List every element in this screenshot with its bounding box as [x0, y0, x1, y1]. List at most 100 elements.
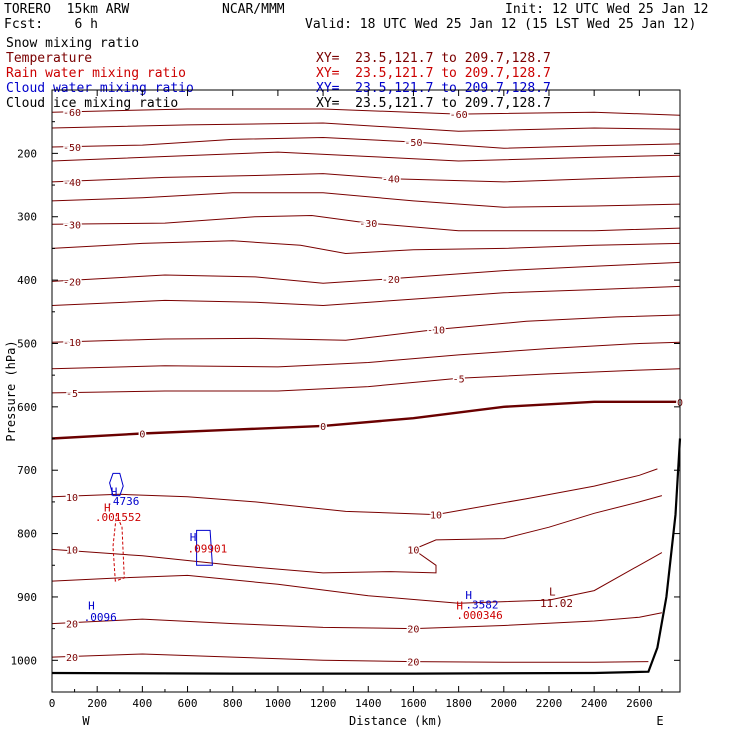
valid-time: Valid: 18 UTC Wed 25 Jan 12 (15 LST Wed … [305, 17, 697, 32]
field-xy: XY= 23.5,121.7 to 209.7,128.7 [316, 66, 551, 81]
isotherm-label: -40 [382, 175, 400, 186]
field-name: Cloud ice mixing ratio [6, 96, 179, 111]
extremum-label: H [111, 486, 118, 499]
extremum-label: .4736 [106, 495, 139, 508]
isotherm-label: -5 [66, 389, 78, 400]
isotherm-line [51, 122, 681, 132]
y-tick-label: 1000 [11, 654, 38, 667]
extremum-label: H [190, 531, 197, 544]
isotherm-line [51, 341, 681, 370]
isotherm-label: -60 [63, 108, 81, 119]
extremum-label: 11.02 [540, 597, 573, 610]
isotherm-label: -20 [382, 275, 400, 286]
zero-isotherm-label: 0 [320, 422, 326, 433]
isotherm-label: 10 [66, 493, 78, 504]
isotherm-label: -60 [450, 110, 468, 121]
isotherm-line [51, 314, 681, 343]
isotherm-label: -20 [63, 277, 81, 288]
isotherm-label: -30 [63, 220, 81, 231]
rain-water-contour [112, 512, 125, 582]
extremum-label: H [465, 589, 472, 602]
plot-frame [51, 89, 681, 693]
x-tick-label: 200 [87, 697, 107, 710]
field-name: Snow mixing ratio [6, 36, 140, 51]
model-title: TORERO 15km ARW [4, 2, 130, 17]
isotherm-line [51, 368, 681, 394]
x-tick-label: 1400 [355, 697, 382, 710]
center-name: NCAR/MMM [222, 2, 285, 17]
y-axis-title: Pressure (hPa) [4, 340, 18, 441]
y-tick-label: 200 [17, 147, 37, 160]
x-tick-label: 1200 [310, 697, 337, 710]
x-tick-label: 1800 [445, 697, 472, 710]
west-label: W [82, 714, 90, 728]
x-tick-label: 2200 [536, 697, 563, 710]
y-tick-label: 800 [17, 528, 37, 541]
isotherm-line [51, 261, 681, 284]
x-tick-label: 800 [223, 697, 243, 710]
isotherm-label: -40 [63, 178, 81, 189]
init-time: Init: 12 UTC Wed 25 Jan 12 [505, 2, 709, 17]
zero-isotherm-label: 0 [139, 429, 145, 440]
field-name: Temperature [6, 51, 93, 66]
extremum-label: L [549, 586, 556, 599]
extremum-label: H [104, 501, 111, 514]
x-tick-label: 1600 [400, 697, 427, 710]
isotherm-line [51, 552, 663, 604]
x-axis-title: Distance (km) [349, 714, 443, 728]
isotherm-line [51, 612, 662, 630]
extremum-label: .000346 [456, 609, 502, 622]
y-tick-label: 700 [17, 464, 37, 477]
x-tick-label: 2600 [626, 697, 653, 710]
isotherm-line [51, 240, 681, 255]
isotherm-label: 10 [66, 545, 78, 556]
isotherm-line [51, 495, 663, 574]
isotherm-label: -5 [453, 374, 465, 385]
isotherm-label: -10 [63, 338, 81, 349]
y-tick-label: 400 [17, 274, 37, 287]
isotherm-label: 20 [407, 625, 419, 636]
isotherm-line [51, 173, 681, 183]
x-tick-label: 2400 [581, 697, 608, 710]
y-tick-label: 600 [17, 401, 37, 414]
field-name: Rain water mixing ratio [6, 66, 187, 81]
field-xy: XY= 23.5,121.7 to 209.7,128.7 [316, 51, 551, 66]
isotherm-label: 20 [407, 658, 419, 669]
field-name: Cloud water mixing ratio [6, 81, 194, 96]
terrain-line [51, 438, 682, 675]
isotherm-line [51, 214, 681, 232]
x-tick-label: 400 [132, 697, 152, 710]
isotherm-line [51, 653, 649, 663]
isotherm-label: 10 [407, 545, 419, 556]
isotherm-label: -30 [359, 219, 377, 230]
extremum-label: H [456, 600, 463, 613]
cloud-water-contour [196, 529, 213, 566]
x-tick-label: 1000 [265, 697, 292, 710]
isotherm-line [51, 151, 681, 162]
isotherm-label: -10 [427, 326, 445, 337]
field-xy: XY= 23.5,121.7 to 209.7,128.7 [316, 96, 551, 111]
extremum-label: .001552 [95, 511, 141, 524]
forecast-hour: Fcst: 6 h [4, 17, 98, 32]
x-tick-label: 600 [178, 697, 198, 710]
isotherm-line [51, 192, 681, 208]
zero-isotherm-line [51, 400, 680, 440]
extremum-label: .3582 [465, 598, 498, 611]
isotherm-label: -50 [63, 143, 81, 154]
x-tick-label: 2000 [491, 697, 518, 710]
field-xy: XY= 23.5,121.7 to 209.7,128.7 [316, 81, 551, 96]
isotherm-line [51, 285, 681, 307]
isotherm-label: 20 [66, 620, 78, 631]
extremum-label: H [88, 600, 95, 613]
cloud-water-contour [109, 472, 124, 497]
isotherm-line [51, 468, 658, 516]
isotherm-line [51, 136, 681, 149]
x-tick-label: 0 [49, 697, 56, 710]
y-tick-label: 300 [17, 211, 37, 224]
isotherm-label: 20 [66, 653, 78, 664]
east-label: E [656, 714, 663, 728]
extremum-label: .09901 [188, 543, 228, 556]
isotherm-line [51, 108, 681, 116]
isotherm-label: 10 [430, 511, 442, 522]
